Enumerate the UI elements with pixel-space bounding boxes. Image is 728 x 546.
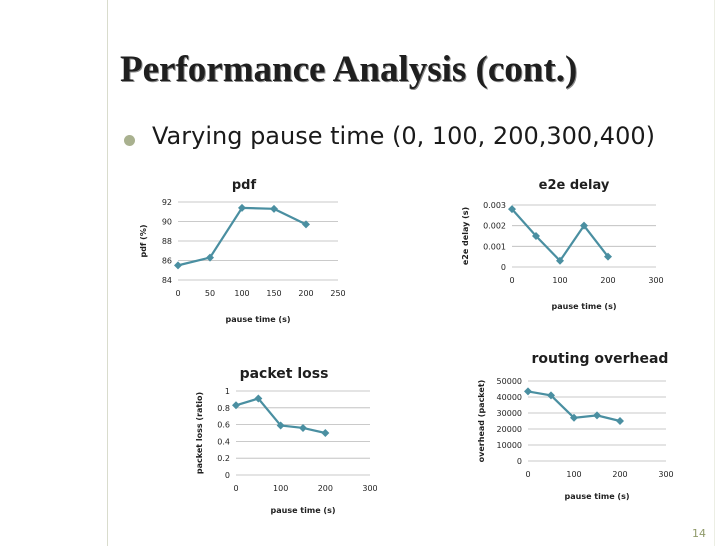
- data-point: [254, 394, 263, 403]
- y-tick-label: 86: [162, 257, 172, 266]
- packet-loss-chart: 0 0.2 0.4 0.6 0.8 1 0 100 200 300 packet loss pause…: [195, 366, 378, 515]
- x-tick-label: 0: [525, 470, 530, 479]
- y-tick-label: 0: [501, 263, 506, 272]
- x-tick-label: 300: [362, 484, 377, 493]
- data-point: [302, 220, 310, 229]
- page-number: 14: [692, 527, 706, 540]
- x-tick-label: 150: [266, 289, 281, 298]
- x-tick-label: 50: [205, 289, 215, 298]
- y-tick-label: 0.4: [217, 437, 230, 446]
- bullet-dot-icon: [124, 135, 135, 146]
- x-tick-label: 250: [330, 289, 345, 298]
- data-point: [276, 421, 285, 430]
- x-tick-label: 100: [552, 276, 567, 285]
- x-tick-label: 100: [234, 289, 249, 298]
- y-tick-label: 0: [517, 457, 522, 466]
- right-rule: [714, 0, 715, 546]
- y-tick-label: 0.6: [217, 421, 230, 430]
- series-line: [511, 208, 609, 263]
- routing-overhead-chart: 0 10000 20000 30000 40000 50000 0 100 200 300 rout…: [477, 351, 674, 501]
- data-point: [570, 413, 578, 422]
- x-tick-label: 200: [600, 276, 615, 285]
- data-point: [321, 429, 330, 437]
- y-axis-label: e2e delay (s): [461, 207, 470, 265]
- x-tick-label: 200: [612, 470, 627, 479]
- x-tick-label: 0: [509, 276, 514, 285]
- data-point: [547, 391, 555, 400]
- data-point: [299, 423, 307, 432]
- y-tick-label: 0: [225, 471, 230, 480]
- data-point: [556, 256, 564, 265]
- e2e-delay-chart: 0 0.001 0.002 0.003 0 100 200 300 e2e delay pause…: [461, 178, 664, 311]
- slide-title: Performance Analysis (cont.): [120, 49, 578, 90]
- y-tick-label: 10000: [497, 441, 522, 450]
- data-point: [593, 411, 601, 420]
- y-tick-label: 40000: [497, 393, 522, 402]
- y-axis-label: pdf (%): [139, 224, 148, 257]
- chart-title: e2e delay: [539, 178, 610, 193]
- chart-title: pdf: [232, 178, 257, 193]
- y-tick-label: 0.003: [483, 201, 506, 210]
- data-point: [524, 387, 532, 396]
- x-tick-label: 200: [318, 484, 333, 493]
- y-tick-label: 0.2: [217, 454, 230, 463]
- x-tick-label: 0: [175, 289, 180, 298]
- y-axis-label: overhead (packet): [477, 380, 486, 463]
- data-point: [604, 252, 612, 261]
- chart-title: routing overhead: [532, 351, 669, 367]
- left-rule: [107, 0, 108, 546]
- x-axis-label: pause time (s): [552, 302, 617, 311]
- series-line: [177, 206, 307, 267]
- y-tick-label: 20000: [497, 425, 522, 434]
- data-point: [270, 204, 278, 213]
- y-tick-label: 92: [162, 198, 172, 207]
- x-tick-label: 300: [658, 470, 673, 479]
- data-point: [174, 261, 182, 270]
- data-point: [232, 401, 240, 410]
- y-tick-label: 84: [162, 276, 172, 285]
- y-tick-label: 0.8: [217, 404, 230, 413]
- y-tick-label: 0.001: [483, 242, 506, 251]
- y-tick-label: 0.002: [483, 222, 506, 231]
- y-axis-label: packet loss (ratio): [195, 392, 204, 474]
- y-tick-label: 90: [162, 218, 172, 227]
- x-tick-label: 100: [273, 484, 288, 493]
- x-tick-label: 300: [648, 276, 663, 285]
- data-point: [508, 205, 516, 214]
- data-point: [532, 232, 540, 240]
- x-axis-label: pause time (s): [271, 506, 336, 515]
- x-tick-label: 100: [566, 470, 581, 479]
- data-point: [238, 203, 246, 212]
- data-point: [206, 253, 214, 262]
- y-tick-label: 1: [225, 387, 230, 396]
- bullet-item: Varying pause time (0, 100, 200,300,400): [124, 122, 714, 160]
- pdf-chart: 84 86 88 90 92 0 50 100 150 200 250 pdf pause time (…: [139, 178, 346, 324]
- y-tick-label: 30000: [497, 409, 522, 418]
- data-point: [616, 417, 624, 425]
- x-tick-label: 0: [233, 484, 238, 493]
- y-tick-label: 88: [162, 237, 172, 246]
- data-point: [580, 221, 588, 230]
- x-tick-label: 200: [298, 289, 313, 298]
- chart-title: packet loss: [240, 366, 329, 382]
- x-axis-label: pause time (s): [226, 315, 291, 324]
- y-tick-label: 50000: [497, 377, 522, 386]
- x-axis-label: pause time (s): [565, 492, 630, 501]
- bullet-text: Varying pause time (0, 100, 200,300,400): [152, 122, 655, 150]
